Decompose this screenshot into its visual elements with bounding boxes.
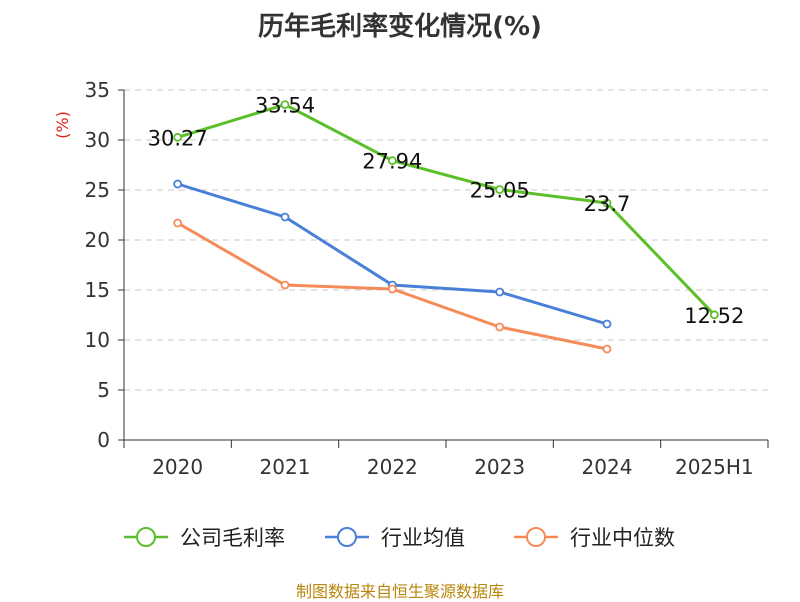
data-point — [495, 185, 505, 194]
legend-label: 行业中位数 — [570, 526, 675, 550]
legend-marker — [337, 527, 357, 547]
legend-marker — [526, 527, 546, 547]
data-label: 33.54 — [255, 94, 315, 118]
y-tick-label: 5 — [97, 378, 110, 402]
x-tick-label: 2024 — [582, 455, 633, 479]
y-tick-label: 10 — [85, 328, 110, 352]
data-label: 25.05 — [470, 179, 530, 203]
data-point — [173, 132, 183, 142]
data-point — [709, 310, 719, 320]
series-line-1 — [177, 103, 716, 316]
data-point — [495, 287, 505, 297]
legend-marker — [136, 527, 156, 547]
source-note: 制图数据来自恒生聚源数据库 — [295, 582, 504, 601]
x-tick-label: 2023 — [474, 455, 525, 479]
data-label: 27.94 — [362, 150, 422, 174]
chart-title: 历年毛利率变化情况(%) — [258, 12, 542, 42]
data-label: 12.52 — [684, 304, 744, 328]
y-tick-label: 0 — [97, 428, 110, 452]
y-tick-label: 25 — [85, 178, 110, 202]
y-tick-label: 30 — [85, 128, 110, 152]
data-point — [602, 198, 612, 208]
x-tick-label: 2025H1 — [675, 455, 754, 479]
data-point — [173, 179, 183, 189]
data-point — [602, 344, 612, 354]
y-tick-label: 35 — [85, 78, 110, 102]
data-point — [280, 100, 290, 109]
y-tick-label: 15 — [85, 278, 110, 302]
data-point — [602, 319, 612, 329]
data-point — [387, 156, 397, 166]
x-tick-label: 2021 — [260, 455, 311, 479]
y-tick-label: 20 — [85, 228, 110, 252]
legend-label: 行业均值 — [381, 526, 465, 550]
data-label: 23.7 — [584, 192, 631, 216]
data-point — [280, 212, 290, 222]
data-label: 30.27 — [148, 126, 208, 150]
data-point — [495, 322, 505, 332]
data-point — [387, 284, 397, 294]
data-point — [173, 218, 183, 228]
legend-label: 公司毛利率 — [180, 526, 285, 550]
series-line-2 — [177, 182, 608, 326]
y-axis-label: (%) — [53, 111, 72, 139]
x-tick-label: 2022 — [367, 455, 418, 479]
data-point — [280, 280, 290, 290]
x-tick-label: 2020 — [152, 455, 203, 479]
